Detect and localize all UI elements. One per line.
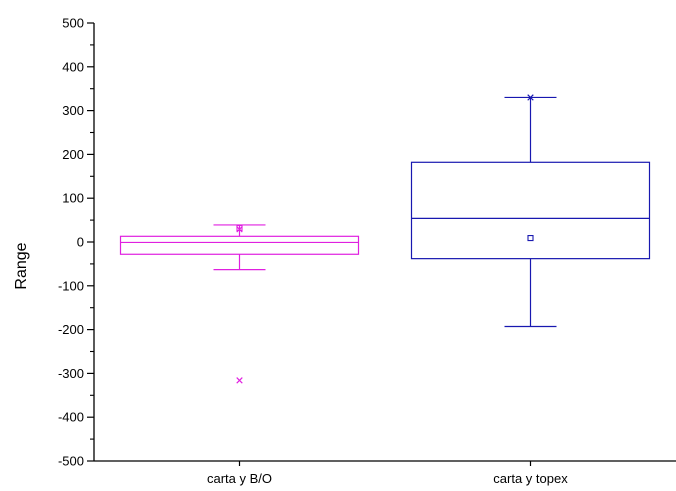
max-marker: [236, 226, 243, 233]
y-ticks: -500 -400 -300 -200 -100 0 100 200 300 400 500: [58, 16, 94, 469]
mean-marker: [527, 235, 534, 242]
x-tick-label: carta y topex: [493, 471, 568, 486]
x-tick-label: carta y B/O: [207, 471, 272, 486]
y-tick-label: 500: [62, 16, 84, 31]
y-tick-label: -300: [58, 366, 84, 381]
box-2: [410, 94, 651, 328]
y-tick-label: 200: [62, 147, 84, 162]
y-tick-label: 0: [77, 235, 84, 250]
box-1: [119, 224, 360, 384]
y-tick-label: 100: [62, 191, 84, 206]
y-tick-label: -400: [58, 410, 84, 425]
y-tick-label: -100: [58, 278, 84, 293]
mean-marker: [236, 224, 243, 232]
max-marker: [527, 94, 534, 101]
y-tick-label: -200: [58, 322, 84, 337]
y-tick-label: -500: [58, 454, 84, 469]
y-axis-title: Range: [13, 242, 30, 289]
y-tick-label: 400: [62, 59, 84, 74]
iqr-box: [119, 235, 360, 255]
boxes: carta y B/O carta y topex: [119, 94, 651, 486]
iqr-box: [410, 161, 651, 260]
y-tick-label: 300: [62, 103, 84, 118]
outlier-marker: [236, 377, 243, 384]
